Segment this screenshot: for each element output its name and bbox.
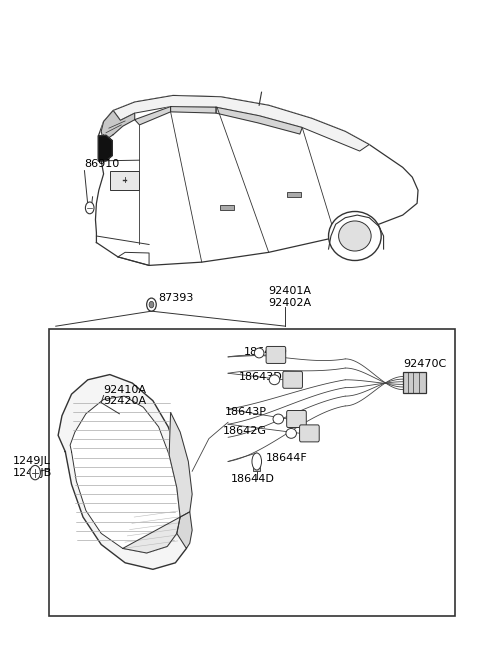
Polygon shape: [135, 107, 170, 125]
Polygon shape: [96, 96, 418, 265]
FancyBboxPatch shape: [287, 411, 306, 428]
Polygon shape: [58, 375, 190, 569]
Polygon shape: [170, 107, 216, 113]
Bar: [253, 463, 260, 471]
Text: 92420A: 92420A: [104, 396, 147, 406]
Ellipse shape: [252, 453, 262, 470]
Ellipse shape: [286, 428, 297, 438]
Polygon shape: [177, 512, 192, 548]
Circle shape: [30, 466, 40, 480]
Text: 92410A: 92410A: [104, 384, 146, 394]
Text: 1249JL: 1249JL: [12, 457, 50, 466]
Text: 18644F: 18644F: [266, 453, 308, 463]
Ellipse shape: [273, 414, 284, 424]
Ellipse shape: [328, 212, 381, 261]
Polygon shape: [101, 111, 135, 141]
Polygon shape: [70, 396, 180, 553]
Bar: [48, 329, 456, 616]
Bar: [110, 171, 140, 190]
Polygon shape: [169, 413, 192, 517]
Text: 18642G: 18642G: [223, 426, 267, 436]
Text: 18643P: 18643P: [225, 407, 267, 417]
Text: 18644D: 18644D: [230, 474, 274, 484]
Text: 86910: 86910: [84, 159, 120, 169]
Circle shape: [149, 301, 154, 308]
FancyBboxPatch shape: [266, 346, 286, 364]
Bar: [220, 204, 234, 210]
FancyBboxPatch shape: [300, 425, 319, 442]
Text: 92401A: 92401A: [269, 286, 312, 296]
Ellipse shape: [269, 375, 280, 384]
Polygon shape: [216, 107, 302, 134]
Text: 92402A: 92402A: [269, 297, 312, 308]
Text: 18643D: 18643D: [239, 371, 283, 381]
Text: 1249JB: 1249JB: [12, 468, 52, 478]
Circle shape: [147, 298, 156, 311]
Polygon shape: [123, 517, 180, 553]
Bar: [287, 191, 301, 196]
Ellipse shape: [338, 221, 371, 251]
Polygon shape: [98, 136, 112, 161]
Text: 87393: 87393: [158, 293, 194, 303]
FancyBboxPatch shape: [283, 371, 302, 388]
Text: 92470C: 92470C: [404, 359, 447, 369]
Ellipse shape: [254, 348, 264, 358]
Bar: [403, 372, 426, 393]
Text: 18643D: 18643D: [244, 347, 288, 358]
Polygon shape: [113, 96, 369, 151]
Circle shape: [85, 202, 94, 214]
